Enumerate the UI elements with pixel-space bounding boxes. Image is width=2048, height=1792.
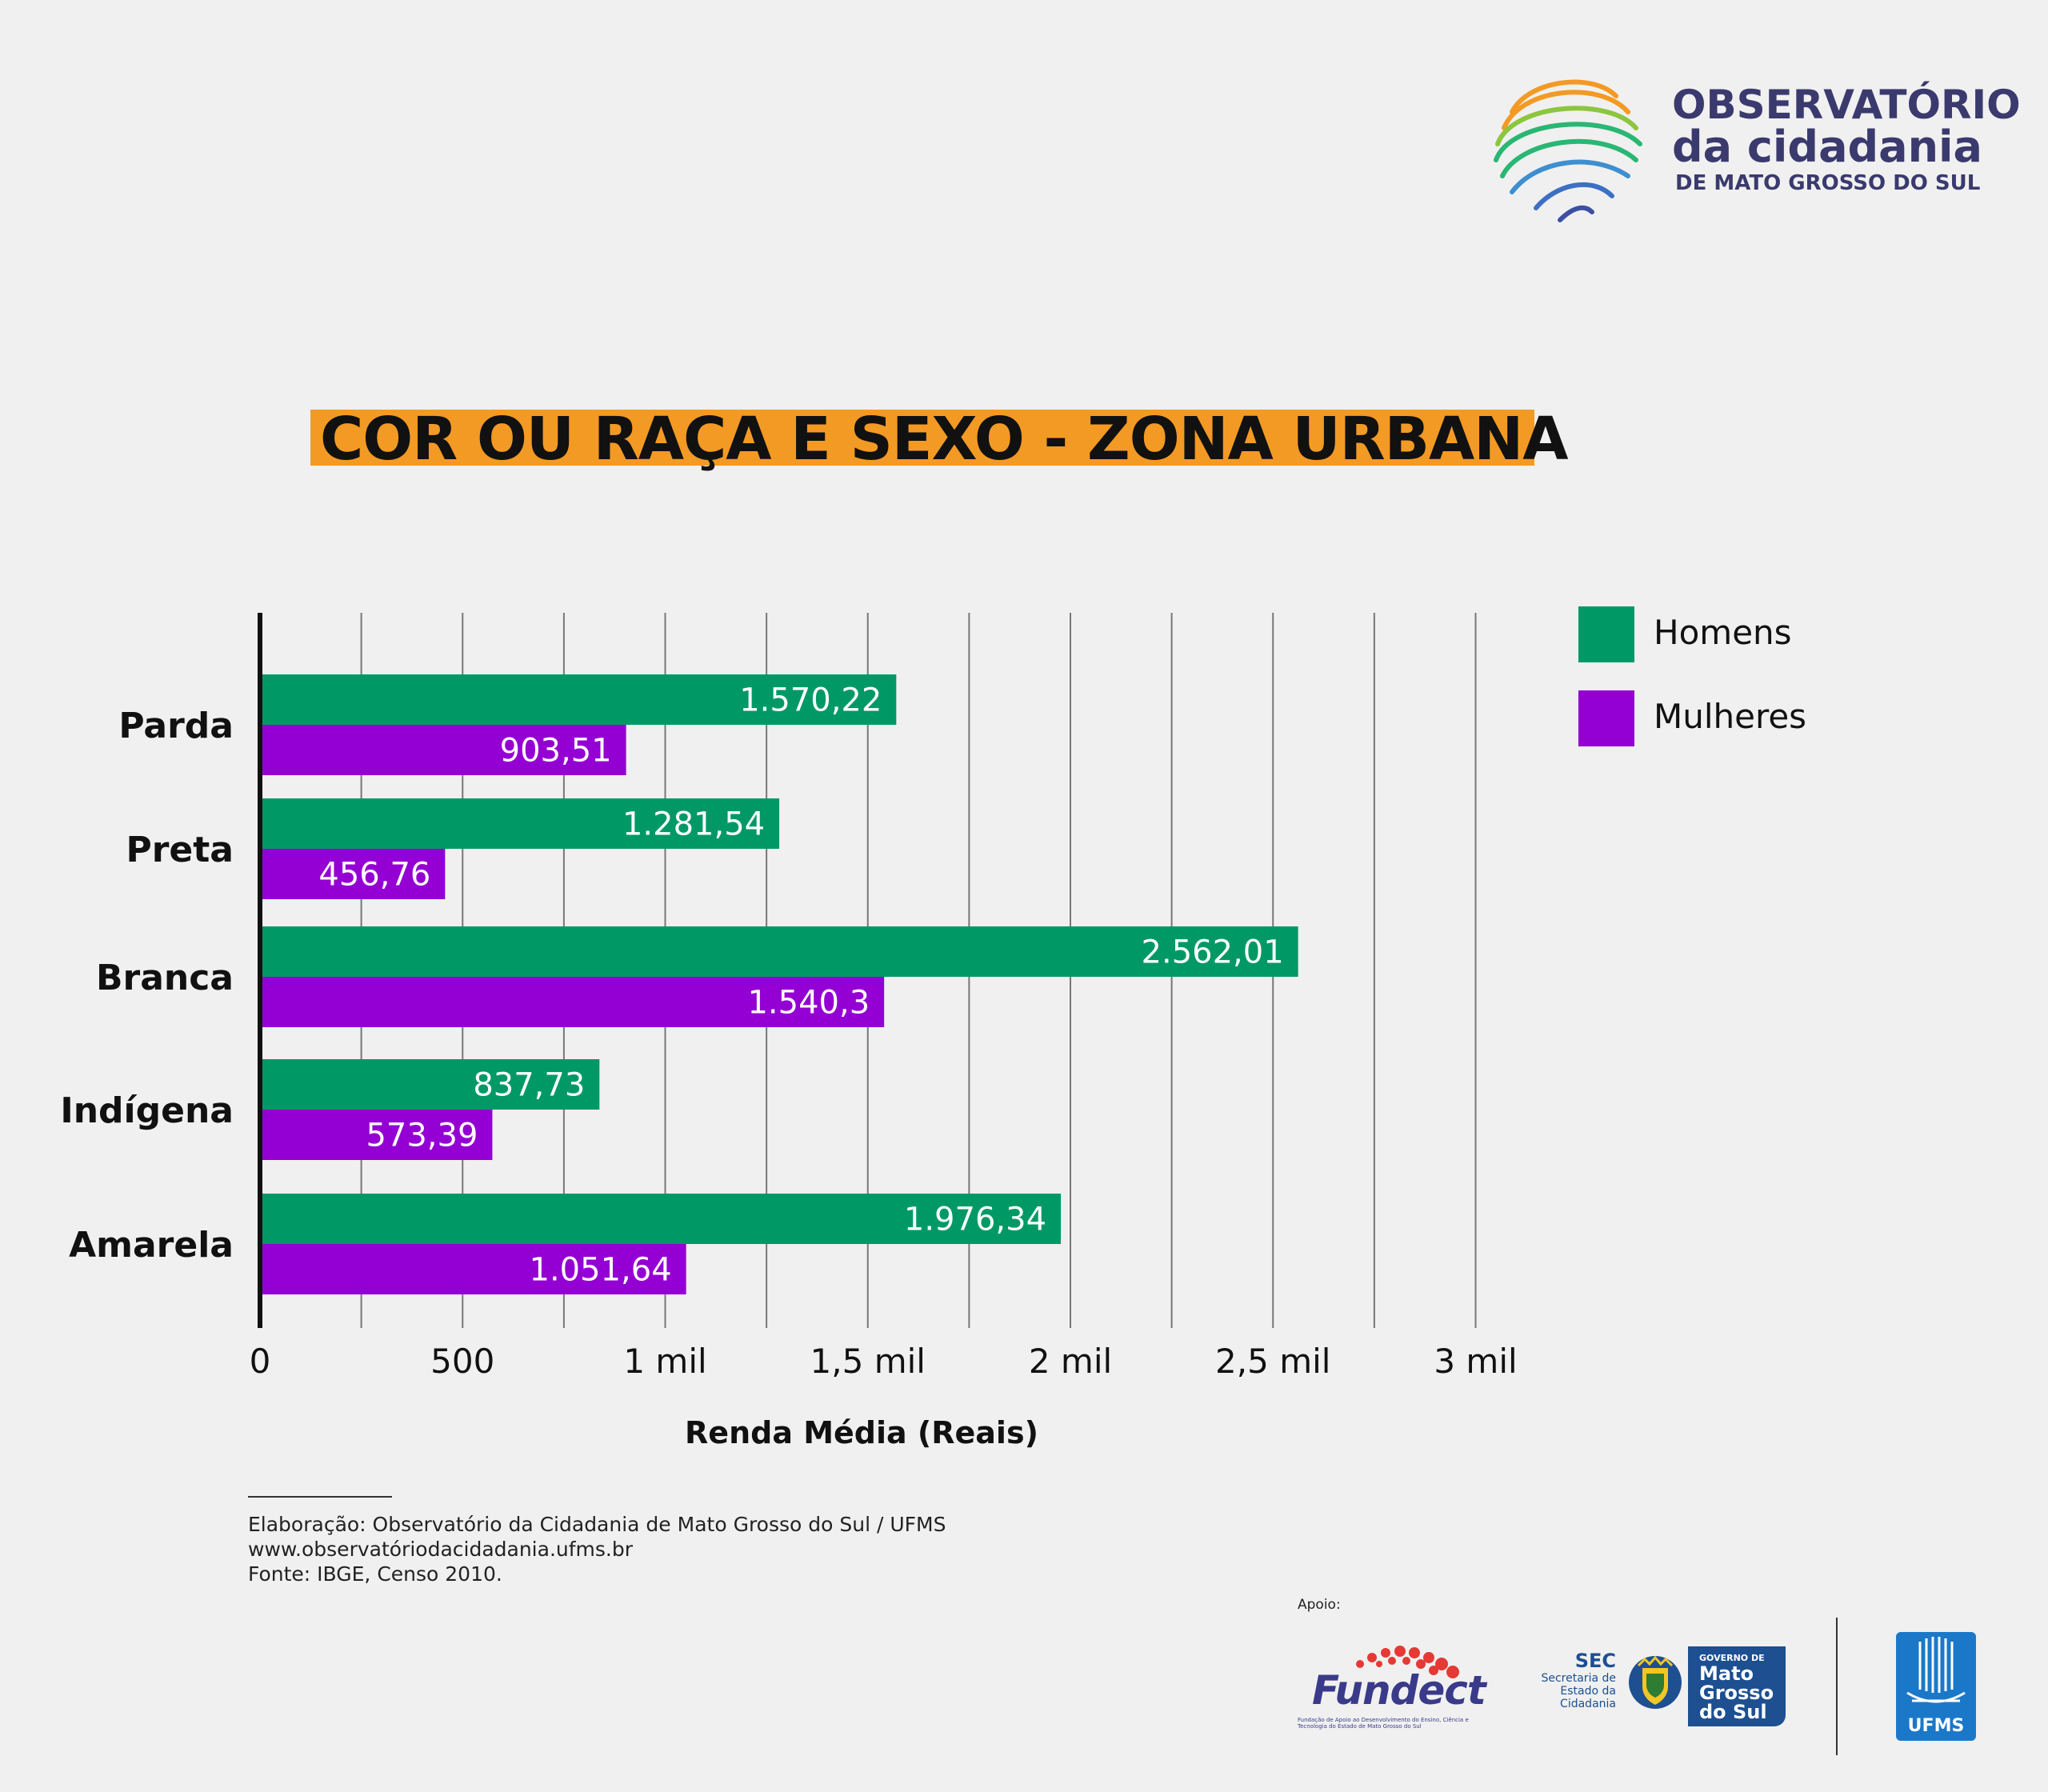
category-label-parda: Parda: [118, 706, 234, 746]
governo-state-name: Mato Grosso do Sul: [1699, 1664, 1774, 1722]
category-label-preta: Preta: [126, 830, 234, 870]
data-label-mulheres-preta: 456,76: [318, 857, 430, 894]
governo-line-1: Mato: [1699, 1662, 1754, 1685]
bar-mulheres-branca: [260, 977, 885, 1027]
data-label-homens-amarela: 1.976,34: [904, 1202, 1046, 1238]
footer-divider: [248, 1496, 392, 1498]
data-label-mulheres-parda: 903,51: [500, 733, 612, 770]
x-tick-label-1: 500: [430, 1342, 494, 1381]
footer-url: www.observatóriodacidadania.ufms.br: [248, 1538, 634, 1561]
bar-homens-amarela: [260, 1194, 1062, 1244]
x-tick-label-3: 1,5 mil: [810, 1342, 926, 1381]
legend-label-mulheres: Mulheres: [1654, 697, 1807, 736]
bar-mulheres-preta: [260, 849, 446, 899]
governo-label: GOVERNO DE: [1699, 1653, 1765, 1663]
apoio-label: Apoio:: [1298, 1597, 1341, 1613]
logo-line-3: DE MATO GROSSO DO SUL: [1675, 171, 1981, 195]
fundect-logo: Fundect Fundação de Apoio ao Desenvolvim…: [1296, 1640, 1486, 1736]
fundect-subtitle: Fundação de Apoio ao Desenvolvimento do …: [1298, 1717, 1469, 1730]
category-label-amarela: Amarela: [69, 1225, 234, 1266]
governo-ms-logo: GOVERNO DE Mato Grosso do Sul: [1688, 1646, 1786, 1726]
sec-sub-2: Estado da: [1560, 1685, 1616, 1698]
data-label-homens-indígena: 837,73: [473, 1067, 585, 1104]
bar-homens-indígena: [260, 1059, 600, 1110]
bar-mulheres-parda: [260, 725, 626, 775]
ufms-name: UFMS: [1907, 1716, 1965, 1736]
sponsor-divider: [1836, 1618, 1838, 1755]
ufms-logo: UFMS: [1896, 1632, 1976, 1741]
observatorio-logo: OBSERVATÓRIO da cidadania DE MATO GROSSO…: [1480, 64, 2021, 224]
x-tick-label-5: 2,5 mil: [1215, 1342, 1330, 1381]
bar-homens-preta: [260, 798, 780, 849]
legend-swatch-homens: [1578, 606, 1634, 662]
footer-fonte: Fonte: IBGE, Censo 2010.: [248, 1562, 502, 1586]
x-tick-label-0: 0: [250, 1342, 271, 1381]
x-tick-label-2: 1 mil: [623, 1342, 706, 1381]
chart-title: COR OU RAÇA E SEXO - ZONA URBANA: [320, 405, 1569, 474]
footer-credits: Elaboração: Observatório da Cidadania de…: [248, 1512, 946, 1586]
bar-homens-parda: [260, 674, 897, 725]
fundect-dots-icon: [1356, 1646, 1459, 1678]
fingerprint-map-icon: [1494, 79, 1642, 222]
category-label-indígena: Indígena: [60, 1090, 234, 1131]
data-label-homens-preta: 1.281,54: [622, 806, 765, 843]
x-axis-title: Renda Média (Reais): [685, 1415, 1038, 1450]
data-label-homens-parda: 1.570,22: [739, 682, 882, 719]
ufms-building-icon: [1906, 1637, 1966, 1703]
governo-line-2: Grosso: [1699, 1682, 1774, 1704]
fundect-name: Fundect: [1312, 1667, 1486, 1714]
logo-line-1: OBSERVATÓRIO: [1672, 82, 2021, 128]
state-crest-icon: [1627, 1650, 1683, 1715]
data-label-mulheres-indígena: 573,39: [366, 1118, 478, 1154]
governo-line-3: do Sul: [1699, 1701, 1767, 1723]
x-tick-label-4: 2 mil: [1029, 1342, 1112, 1381]
legend-label-homens: Homens: [1654, 613, 1792, 652]
data-label-mulheres-branca: 1.540,3: [747, 985, 870, 1022]
data-label-homens-branca: 2.562,01: [1142, 934, 1284, 971]
bar-mulheres-indígena: [260, 1110, 493, 1160]
logo-line-2: da cidadania: [1672, 122, 1982, 172]
chart-title-banner: COR OU RAÇA E SEXO - ZONA URBANA: [310, 405, 1569, 474]
sec-sub-3: Cidadania: [1560, 1698, 1616, 1710]
sec-logo: SEC Secretaria de Estado da Cidadania: [1536, 1650, 1616, 1710]
sec-name: SEC: [1574, 1650, 1616, 1672]
sec-sub-1: Secretaria de: [1541, 1672, 1616, 1685]
footer-elaboracao: Elaboração: Observatório da Cidadania de…: [248, 1513, 946, 1536]
category-label-branca: Branca: [96, 958, 234, 998]
bar-mulheres-amarela: [260, 1244, 686, 1294]
x-tick-label-6: 3 mil: [1434, 1342, 1517, 1381]
legend-swatch-mulheres: [1578, 690, 1634, 746]
bar-homens-branca: [260, 926, 1298, 977]
data-label-mulheres-amarela: 1.051,64: [530, 1252, 672, 1289]
